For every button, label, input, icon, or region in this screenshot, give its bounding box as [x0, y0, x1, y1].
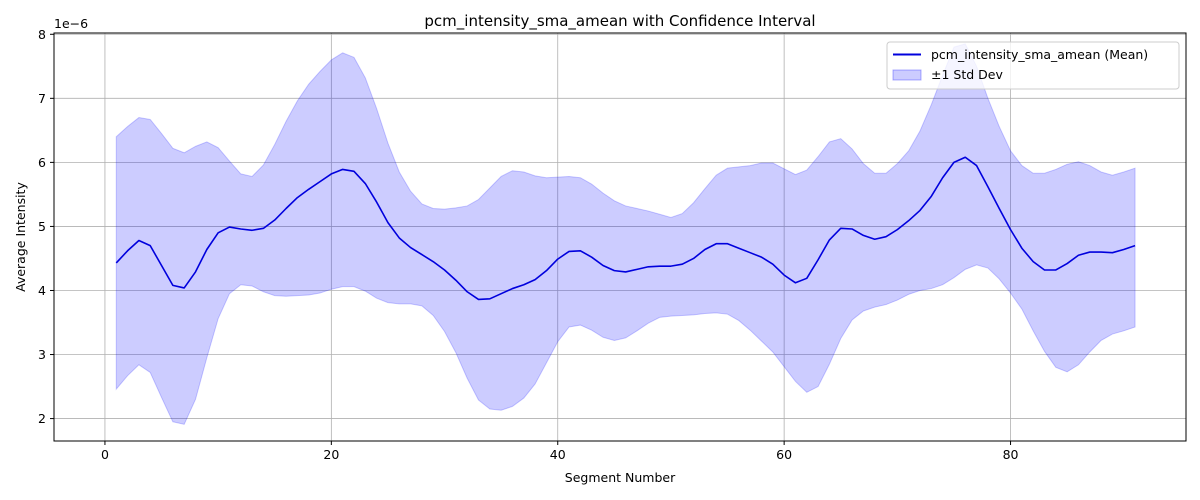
x-tick-label: 80 [1003, 447, 1019, 462]
x-axis-label: Segment Number [565, 470, 676, 485]
y-axis-ticks: 2 3 4 5 6 7 8 [38, 27, 54, 426]
legend-label-mean: pcm_intensity_sma_amean (Mean) [931, 47, 1148, 62]
y-tick-label: 4 [38, 283, 46, 298]
x-tick-label: 60 [776, 447, 792, 462]
y-axis-label: Average Intensity [13, 182, 28, 292]
y-tick-label: 6 [38, 155, 46, 170]
y-tick-label: 7 [38, 91, 46, 106]
y-tick-label: 2 [38, 411, 46, 426]
legend-box [886, 41, 1180, 90]
y-tick-label: 5 [38, 219, 46, 234]
legend-label-band: ±1 Std Dev [931, 67, 1003, 82]
confidence-band-layer [115, 43, 1136, 425]
y-tick-label: 3 [38, 347, 46, 362]
mean-line-layer [115, 156, 1136, 301]
y-axis-scale-note: 1e−6 [54, 16, 88, 31]
legend-swatch-band [892, 69, 922, 81]
legend: pcm_intensity_sma_amean (Mean) ±1 Std De… [886, 41, 1180, 90]
chart-title: pcm_intensity_sma_amean with Confidence … [424, 12, 815, 31]
plot-frame [53, 32, 1187, 442]
x-axis-ticks: 0 20 40 60 80 [101, 441, 1019, 462]
confidence-band [115, 43, 1136, 425]
grid [54, 33, 1186, 441]
y-tick-label: 8 [38, 27, 46, 42]
mean-line [115, 156, 1136, 301]
x-tick-label: 40 [550, 447, 566, 462]
x-tick-label: 20 [323, 447, 339, 462]
x-tick-label: 0 [101, 447, 109, 462]
